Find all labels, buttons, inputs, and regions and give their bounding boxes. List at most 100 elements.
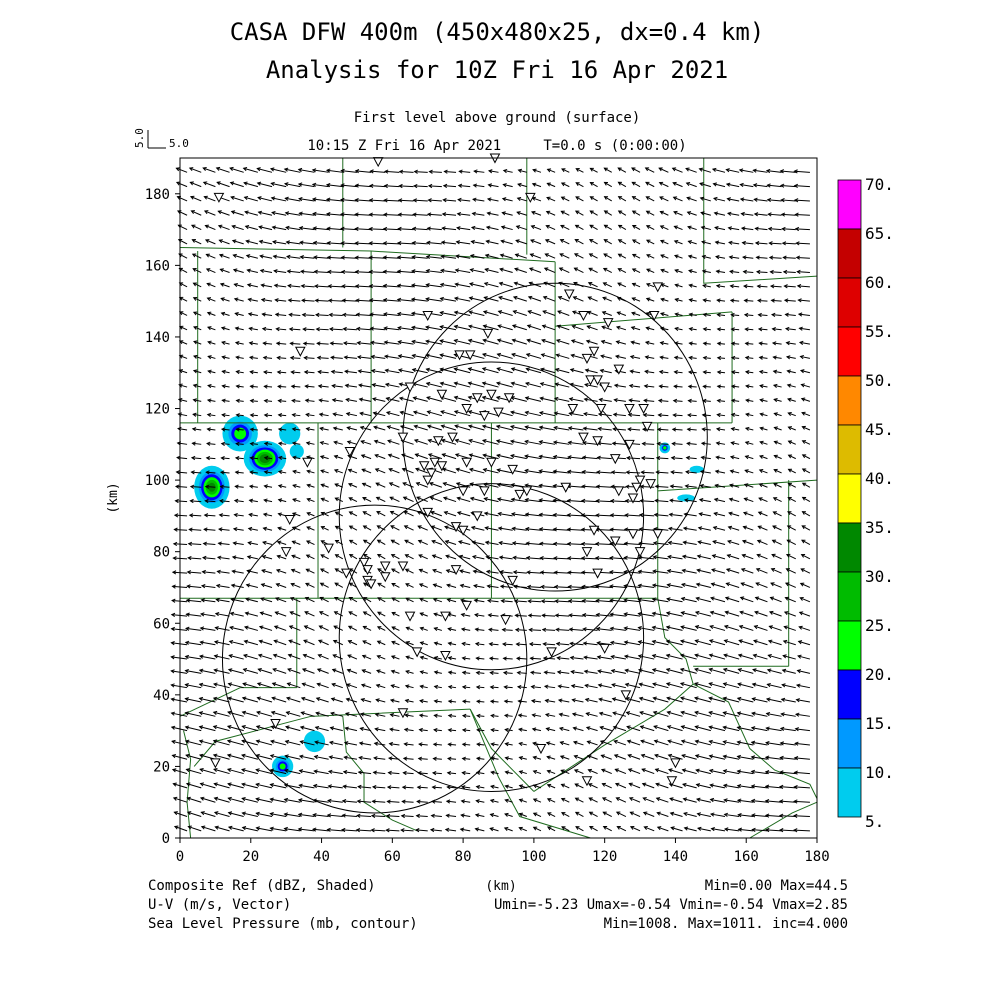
wind-vector <box>404 568 414 574</box>
wind-vector <box>730 441 740 446</box>
wind-vector <box>234 484 244 489</box>
wind-vector <box>419 641 428 646</box>
wind-vector <box>645 297 655 302</box>
wind-vector <box>446 785 457 790</box>
wind-vector <box>475 799 485 804</box>
wind-vector <box>303 625 315 631</box>
wind-vector <box>751 711 768 717</box>
station-marker <box>454 350 465 361</box>
wind-vector <box>298 769 315 775</box>
wind-vector <box>799 354 811 360</box>
wind-vector <box>198 682 216 689</box>
wind-vector <box>516 196 527 202</box>
wind-vector <box>348 596 358 603</box>
wind-vector <box>778 828 796 833</box>
wind-vector <box>651 653 669 660</box>
wind-vector <box>609 498 626 504</box>
wind-vector <box>595 498 612 504</box>
wind-vector <box>656 427 669 432</box>
wind-vector <box>354 169 372 174</box>
wind-vector <box>553 396 570 402</box>
wind-vector <box>515 225 527 231</box>
wind-vector <box>723 812 740 818</box>
wind-vector <box>723 639 740 646</box>
wind-vector <box>642 412 655 418</box>
wind-vector <box>325 183 343 188</box>
wind-vector <box>669 498 683 503</box>
wind-vector <box>411 255 428 260</box>
wind-vector <box>198 668 216 674</box>
wind-vector <box>652 555 669 560</box>
y-tick-label: 180 <box>145 187 170 203</box>
wind-vector <box>246 555 258 560</box>
wind-vector <box>269 826 287 832</box>
wind-vector <box>554 382 570 388</box>
wind-vector <box>756 284 768 289</box>
wind-vector <box>447 641 457 646</box>
wind-vector <box>742 255 754 260</box>
wind-vector <box>402 482 414 488</box>
wind-vector <box>651 639 669 646</box>
station-marker <box>624 404 635 415</box>
wind-vector <box>586 740 598 746</box>
wind-vector <box>698 512 711 517</box>
colorbar-label: 60. <box>865 273 894 292</box>
wind-vector <box>603 196 613 202</box>
wind-vector <box>355 326 372 331</box>
wind-vector <box>795 683 811 689</box>
wind-vector <box>255 826 273 832</box>
wind-vector <box>575 168 584 173</box>
wind-vector <box>532 769 542 775</box>
wind-vector <box>527 295 542 302</box>
wind-vector <box>370 813 386 819</box>
station-marker <box>284 514 296 526</box>
county-boundary <box>183 730 192 839</box>
wind-vector <box>228 639 244 646</box>
wind-vector <box>573 253 584 259</box>
station-marker <box>450 522 462 533</box>
wind-vector <box>457 197 471 203</box>
wind-vector <box>587 783 598 789</box>
wind-vector <box>230 195 244 202</box>
wind-vector <box>538 454 556 460</box>
wind-vector <box>192 267 202 273</box>
wind-vector <box>243 195 258 202</box>
wind-vector <box>257 210 273 216</box>
wind-vector <box>361 669 372 674</box>
wind-vector <box>213 668 230 674</box>
wind-vector <box>515 642 527 647</box>
wind-vector <box>511 541 527 546</box>
wind-vector <box>425 297 442 302</box>
station-marker <box>344 446 356 458</box>
wind-vector <box>509 439 527 445</box>
wind-vector <box>801 496 811 503</box>
wind-vector <box>330 697 343 703</box>
station-marker <box>422 475 434 486</box>
wind-vector <box>390 655 400 660</box>
wind-vector <box>581 469 598 475</box>
wind-vector <box>384 382 400 388</box>
wind-vector <box>658 369 669 375</box>
y-tick-label: 160 <box>145 258 170 274</box>
wind-vector <box>368 283 386 289</box>
wind-vector <box>468 296 485 302</box>
wind-vector <box>374 727 386 732</box>
wind-vector <box>653 725 669 732</box>
wind-vector <box>391 640 400 646</box>
wind-vector <box>241 811 258 818</box>
wind-vector <box>660 283 669 288</box>
wind-vector <box>658 384 669 389</box>
wind-vector <box>755 269 768 275</box>
wind-vector <box>348 497 358 503</box>
wind-vector <box>781 668 796 674</box>
station-marker <box>471 393 483 404</box>
wind-vector <box>558 712 570 717</box>
wind-vector <box>510 512 527 517</box>
wind-vector <box>771 539 782 545</box>
wind-vector <box>631 181 641 188</box>
wind-vector <box>205 470 216 475</box>
colorbar-swatch <box>837 473 862 524</box>
wind-vector <box>461 742 471 747</box>
wind-vector <box>716 298 726 303</box>
wind-vector <box>269 768 287 775</box>
